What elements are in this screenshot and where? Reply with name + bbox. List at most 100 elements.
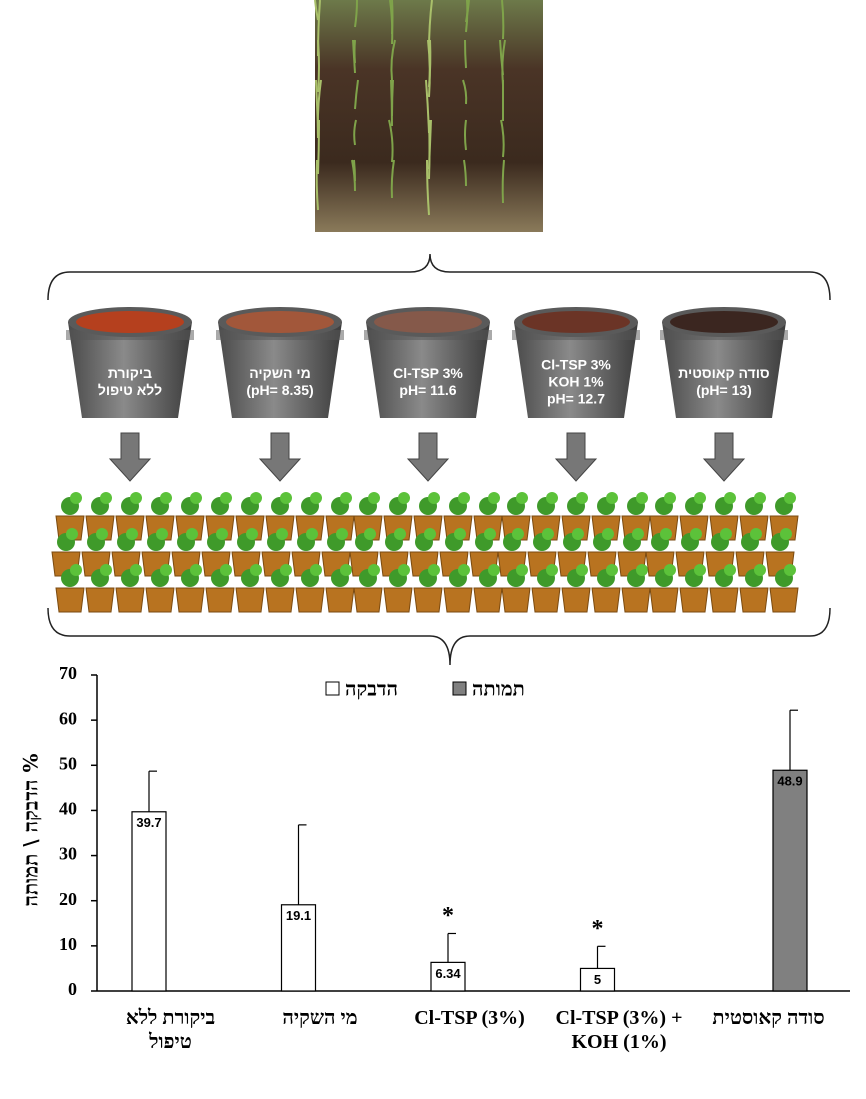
- bar: [280, 904, 317, 992]
- value-label: 19.1: [286, 908, 311, 923]
- value-label: 48.9: [777, 774, 802, 789]
- photo-leaf: [426, 159, 430, 216]
- plant: [70, 492, 82, 504]
- tray-pot: [145, 587, 175, 613]
- y-tick-label: 20: [59, 889, 77, 909]
- arrow: [554, 432, 598, 482]
- y-tick-label: 70: [59, 663, 77, 683]
- x-tick-label: Cl-TSP (3%): [414, 1007, 525, 1029]
- photo-leaf: [428, 119, 432, 170]
- soil: [522, 311, 630, 333]
- photo-leaf: [391, 79, 394, 117]
- plant: [754, 564, 766, 576]
- plant: [186, 528, 198, 540]
- tray-pot: [591, 587, 621, 613]
- photo-leaf: [316, 79, 322, 139]
- tray-pot: [413, 587, 443, 613]
- plant: [636, 564, 648, 576]
- value-label: 39.7: [136, 815, 161, 830]
- photo-leaf: [354, 79, 359, 110]
- plant: [126, 528, 138, 540]
- plant: [512, 528, 524, 540]
- tray-pot: [325, 587, 355, 613]
- value-label: 6.34: [435, 966, 461, 981]
- x-tick-label: סודה קאוסטית: [712, 1007, 825, 1029]
- value-label: 5: [594, 972, 601, 987]
- pot-label: (pH= 8.35): [246, 382, 313, 398]
- photo-leaf: [390, 159, 395, 199]
- plant: [428, 492, 440, 504]
- pot: [218, 322, 342, 418]
- photo-leaf: [353, 159, 356, 182]
- plant: [130, 564, 142, 576]
- tray-pot: [561, 587, 591, 613]
- plant: [694, 564, 706, 576]
- plant: [458, 492, 470, 504]
- plant: [784, 492, 796, 504]
- tray-pot: [353, 587, 383, 613]
- tray-pot: [739, 587, 769, 613]
- plant: [340, 564, 352, 576]
- plant: [246, 528, 258, 540]
- plant: [250, 564, 262, 576]
- tray-pot: [621, 587, 651, 613]
- plant: [484, 528, 496, 540]
- plant: [724, 492, 736, 504]
- tray-pot: [55, 587, 85, 613]
- photo-leaf: [428, 39, 432, 88]
- tray-pot: [679, 587, 709, 613]
- pot-label: Cl-TSP 3%: [541, 357, 611, 373]
- plant: [516, 564, 528, 576]
- plant: [720, 528, 732, 540]
- plant: [70, 564, 82, 576]
- plant: [310, 492, 322, 504]
- photo-leaf: [315, 79, 319, 129]
- plant: [694, 492, 706, 504]
- plant: [156, 528, 168, 540]
- pot-label: pH= 12.7: [547, 391, 605, 407]
- plant: [368, 492, 380, 504]
- plant: [250, 492, 262, 504]
- tray-pot: [501, 587, 531, 613]
- plant: [576, 564, 588, 576]
- photo-leaf: [501, 159, 505, 204]
- plant: [160, 564, 172, 576]
- plant: [220, 564, 232, 576]
- photo-leaf: [462, 79, 468, 105]
- y-tick-label: 30: [59, 844, 77, 864]
- plant: [394, 528, 406, 540]
- photo-leaf: [499, 39, 504, 76]
- y-axis-label: % הדבקה \ תמותה: [19, 753, 43, 906]
- brace-top: [47, 253, 831, 301]
- tray-pot: [295, 587, 325, 613]
- plant: [458, 564, 470, 576]
- pot-label: סודה קאוסטית: [678, 365, 769, 381]
- plant: [398, 564, 410, 576]
- photo-leaf: [354, 0, 358, 28]
- tray-pot: [205, 587, 235, 613]
- photo-leaf: [317, 119, 320, 175]
- plant: [310, 564, 322, 576]
- pot-label: ללא טיפול: [98, 382, 162, 398]
- x-tick-label: Cl-TSP (3%) + KOH (1%): [555, 1007, 683, 1053]
- soil: [374, 311, 482, 333]
- photo-leaf: [463, 159, 467, 187]
- plant: [546, 492, 558, 504]
- plant: [636, 492, 648, 504]
- plant: [516, 492, 528, 504]
- tray-pot: [235, 587, 265, 613]
- x-tick-label: מי השקיה: [282, 1007, 358, 1029]
- photo-leaf: [500, 119, 505, 158]
- tray-pot: [383, 587, 413, 613]
- plant: [664, 492, 676, 504]
- photo-leaf: [464, 119, 467, 151]
- plant: [190, 492, 202, 504]
- plant: [606, 492, 618, 504]
- pot-label: KOH 1%: [548, 374, 604, 390]
- plant: [546, 564, 558, 576]
- plant: [424, 528, 436, 540]
- photo-leaf: [425, 79, 430, 134]
- pot: [366, 322, 490, 418]
- bar: [772, 769, 808, 992]
- plant: [306, 528, 318, 540]
